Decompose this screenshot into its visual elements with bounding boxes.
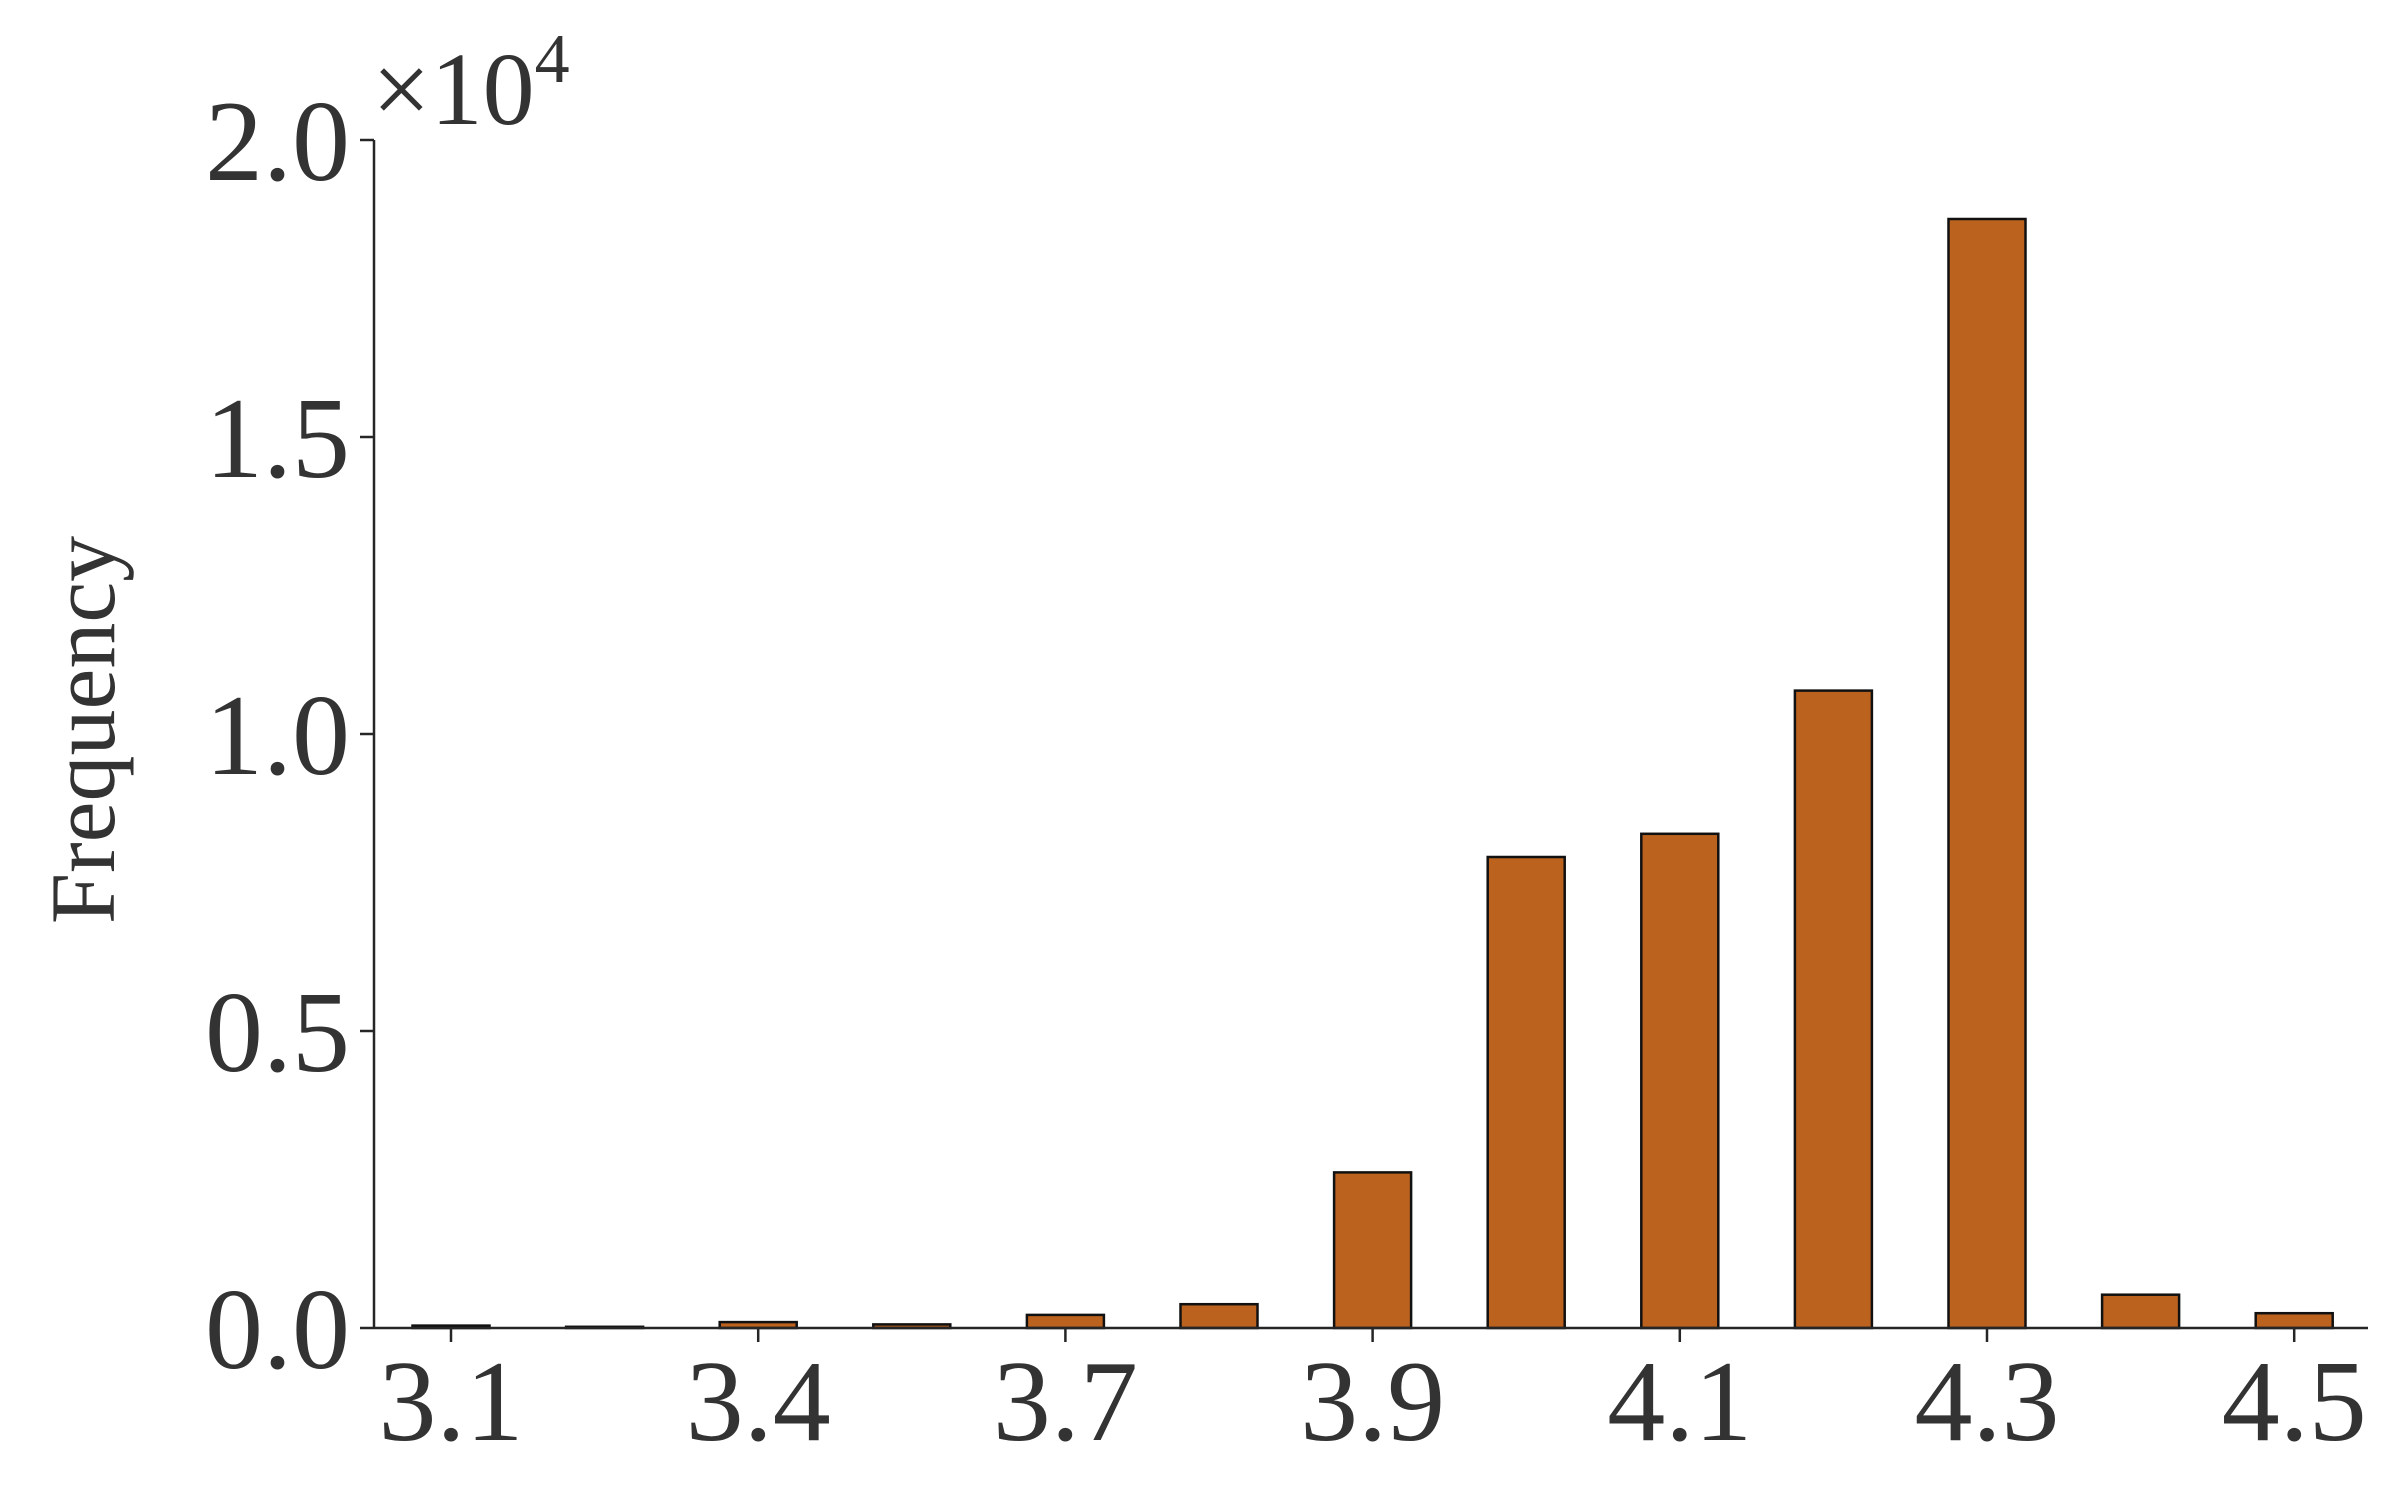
x-tick-label: 3.1 (379, 1338, 524, 1466)
x-tick-label: 4.3 (1915, 1338, 2060, 1466)
bar-4.1 (1640, 832, 1720, 1330)
y-scale-multiplier-base: ×10 (372, 32, 535, 147)
y-tick-label: 0.0 (205, 1266, 350, 1394)
bar-4.3 (1947, 217, 2027, 1330)
bar-3.8 (1179, 1302, 1259, 1330)
bar-3.9 (1332, 1171, 1413, 1330)
y-scale-multiplier-exponent: 4 (535, 21, 570, 98)
x-tick-label: 4.5 (2222, 1338, 2367, 1466)
bars-group (411, 217, 2334, 1330)
bar-3.7 (1025, 1313, 1106, 1330)
y-tick-label: 0.5 (205, 969, 350, 1097)
x-tick-label: 3.7 (993, 1338, 1138, 1466)
x-tick-label: 3.4 (686, 1338, 831, 1466)
y-tick-label: 2.0 (205, 78, 350, 206)
y-axis-ticks: 0.0 0.5 1.0 1.5 2.0 (205, 78, 374, 1394)
bar-4.4 (2100, 1293, 2181, 1330)
x-axis-ticks: 3.1 3.4 3.7 3.9 4.1 4.3 4.5 (379, 1328, 2367, 1466)
bar-4.2 (1793, 689, 1874, 1330)
y-tick-label: 1.0 (205, 672, 350, 800)
x-tick-label: 4.1 (1607, 1338, 1752, 1466)
y-tick-label: 1.5 (205, 375, 350, 503)
y-scale-multiplier: ×104 (372, 21, 570, 147)
bar-4.5 (2254, 1311, 2334, 1330)
bar-4.0 (1486, 855, 1566, 1330)
x-tick-label: 3.9 (1300, 1338, 1445, 1466)
y-axis-title: Frequency (32, 536, 134, 924)
